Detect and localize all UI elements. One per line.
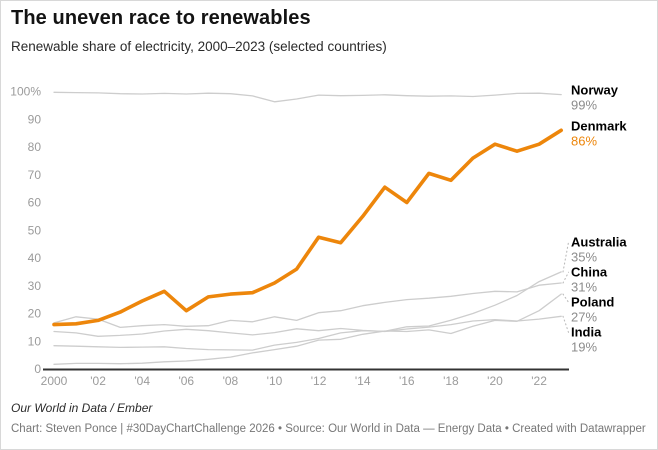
series-label-value-denmark: 86% bbox=[571, 133, 597, 148]
series-line-australia bbox=[53, 271, 562, 351]
x-axis-tick-label: '12 bbox=[311, 374, 327, 388]
x-axis-tick-label: '02 bbox=[90, 374, 106, 388]
series-label-name-china: China bbox=[571, 264, 608, 279]
chart-subtitle: Renewable share of electricity, 2000–202… bbox=[11, 39, 387, 54]
series-line-china bbox=[53, 282, 562, 329]
y-axis-tick-label: 60 bbox=[28, 196, 42, 210]
footer-byline: Our World in Data / Ember bbox=[11, 401, 153, 415]
label-connector-india bbox=[562, 315, 570, 333]
label-connector-australia bbox=[562, 241, 570, 273]
series-label-value-china: 31% bbox=[571, 279, 597, 294]
x-axis-tick-label: '06 bbox=[178, 374, 194, 388]
x-axis-tick-label: '10 bbox=[267, 374, 283, 388]
series-label-value-norway: 99% bbox=[571, 98, 597, 113]
y-axis-tick-label: 50 bbox=[28, 223, 42, 237]
series-label-value-india: 19% bbox=[571, 339, 597, 354]
series-line-denmark bbox=[52, 128, 564, 327]
x-axis-tick-label: '20 bbox=[487, 374, 503, 388]
y-axis-tick-label: 30 bbox=[28, 279, 42, 293]
label-connector-poland bbox=[562, 293, 570, 303]
y-axis-tick-label: 0 bbox=[34, 362, 41, 376]
chart-title: The uneven race to renewables bbox=[11, 7, 311, 29]
series-label-name-india: India bbox=[571, 324, 602, 339]
x-axis-tick-label: 2000 bbox=[41, 374, 68, 388]
y-axis-tick-label: 40 bbox=[28, 251, 42, 265]
label-connector-china bbox=[562, 271, 570, 284]
y-axis-tick-label: 100% bbox=[10, 85, 41, 99]
series-label-value-poland: 27% bbox=[571, 309, 597, 324]
x-axis-tick-label: '14 bbox=[355, 374, 371, 388]
series-label-name-poland: Poland bbox=[571, 294, 614, 309]
series-label-name-australia: Australia bbox=[571, 234, 627, 249]
y-axis-tick-label: 20 bbox=[28, 307, 42, 321]
x-axis-tick-label: '16 bbox=[399, 374, 415, 388]
series-label-name-norway: Norway bbox=[571, 83, 619, 98]
series-label-value-australia: 35% bbox=[571, 249, 597, 264]
y-axis-tick-label: 80 bbox=[28, 140, 42, 154]
y-axis-tick-label: 70 bbox=[28, 168, 42, 182]
y-axis-tick-label: 10 bbox=[28, 334, 42, 348]
series-line-india bbox=[53, 315, 562, 337]
x-axis-tick-label: '18 bbox=[443, 374, 459, 388]
series-label-name-denmark: Denmark bbox=[571, 118, 627, 133]
x-axis-tick-label: '22 bbox=[531, 374, 547, 388]
series-line-poland bbox=[53, 293, 562, 365]
x-axis-tick-label: '08 bbox=[223, 374, 239, 388]
y-axis-tick-label: 90 bbox=[28, 112, 42, 126]
footer-credits: Chart: Steven Ponce | #30DayChartChallen… bbox=[11, 423, 646, 435]
series-line-norway bbox=[53, 91, 562, 103]
x-axis-tick-label: '04 bbox=[134, 374, 150, 388]
